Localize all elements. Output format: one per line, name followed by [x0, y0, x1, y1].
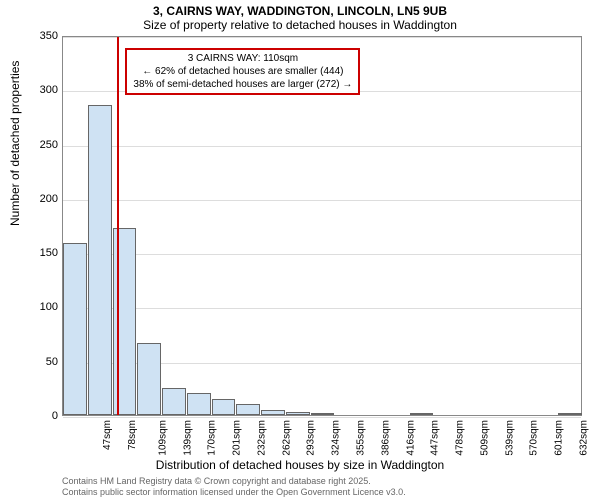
x-tick-label: 509sqm	[479, 420, 490, 456]
histogram-bar	[88, 105, 112, 416]
x-tick-label: 293sqm	[306, 420, 317, 456]
annotation-line: ← 62% of detached houses are smaller (44…	[133, 65, 352, 78]
histogram-bar	[63, 243, 87, 415]
x-axis-label: Distribution of detached houses by size …	[0, 458, 600, 472]
x-tick-label: 170sqm	[207, 420, 218, 456]
annotation-line: 3 CAIRNS WAY: 110sqm	[133, 52, 352, 65]
y-tick-label: 200	[40, 193, 58, 205]
y-tick-label: 0	[52, 410, 58, 422]
x-tick-label: 447sqm	[430, 420, 441, 456]
x-tick-label: 539sqm	[504, 420, 515, 456]
x-tick-label: 601sqm	[554, 420, 565, 456]
histogram-bar	[286, 412, 310, 415]
x-tick-label: 47sqm	[102, 420, 113, 450]
histogram-bar	[137, 343, 161, 415]
footer-attribution-2: Contains public sector information licen…	[62, 487, 406, 497]
gridline	[63, 146, 581, 147]
gridline	[63, 37, 581, 38]
x-tick-label: 355sqm	[356, 420, 367, 456]
annotation-line: 38% of semi-detached houses are larger (…	[133, 78, 352, 91]
y-tick-label: 300	[40, 84, 58, 96]
gridline	[63, 417, 581, 418]
y-tick-label: 100	[40, 301, 58, 313]
reference-line	[117, 37, 119, 415]
histogram-bar	[187, 393, 211, 415]
histogram-bar	[311, 413, 335, 415]
annotation-callout: 3 CAIRNS WAY: 110sqm← 62% of detached ho…	[125, 48, 360, 95]
x-tick-label: 632sqm	[578, 420, 589, 456]
chart-title-line2: Size of property relative to detached ho…	[0, 18, 600, 32]
histogram-bar	[212, 399, 236, 415]
histogram-bar	[261, 410, 285, 415]
y-tick-label: 150	[40, 247, 58, 259]
gridline	[63, 200, 581, 201]
x-tick-label: 478sqm	[455, 420, 466, 456]
histogram-bar	[236, 404, 260, 415]
gridline	[63, 308, 581, 309]
x-tick-label: 78sqm	[127, 420, 138, 450]
histogram-bar	[558, 413, 582, 415]
x-tick-label: 570sqm	[529, 420, 540, 456]
x-tick-label: 201sqm	[232, 420, 243, 456]
y-tick-label: 250	[40, 139, 58, 151]
x-tick-label: 139sqm	[182, 420, 193, 456]
chart-title-line1: 3, CAIRNS WAY, WADDINGTON, LINCOLN, LN5 …	[0, 4, 600, 18]
y-axis-label: Number of detached properties	[8, 61, 22, 226]
x-tick-label: 386sqm	[380, 420, 391, 456]
y-tick-label: 50	[46, 356, 58, 368]
x-tick-label: 262sqm	[281, 420, 292, 456]
footer-attribution-1: Contains HM Land Registry data © Crown c…	[62, 476, 371, 486]
x-tick-label: 416sqm	[405, 420, 416, 456]
x-tick-label: 232sqm	[257, 420, 268, 456]
gridline	[63, 254, 581, 255]
y-tick-label: 350	[40, 30, 58, 42]
histogram-bar	[410, 413, 434, 415]
histogram-bar	[162, 388, 186, 415]
x-tick-label: 109sqm	[157, 420, 168, 456]
x-tick-label: 324sqm	[331, 420, 342, 456]
chart-plot-area: 3 CAIRNS WAY: 110sqm← 62% of detached ho…	[62, 36, 582, 416]
